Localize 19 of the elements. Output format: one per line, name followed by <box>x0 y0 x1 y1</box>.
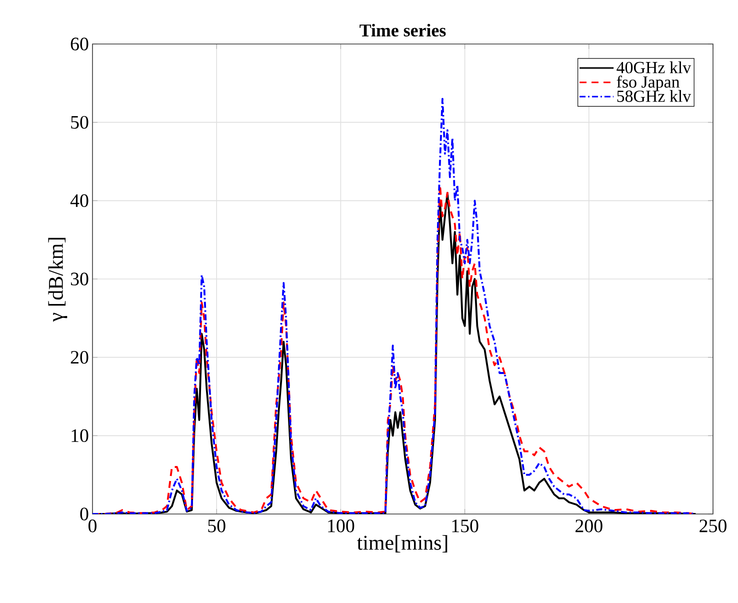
x-axis-title: time[mins] <box>357 535 448 552</box>
chart-title: Time series <box>360 24 446 36</box>
y-axis-title: γ [dB/km] <box>48 238 68 322</box>
y-tick-label: 20 <box>70 350 88 364</box>
legend-label: 58GHz klv <box>617 90 692 102</box>
legend-label: fso Japan <box>616 76 680 92</box>
x-tick-label: 200 <box>576 520 602 532</box>
x-tick-label: 150 <box>452 520 478 532</box>
y-tick-label: 50 <box>71 116 88 129</box>
y-tick-label: 40 <box>70 194 88 208</box>
y-tick-label: 10 <box>72 429 88 442</box>
x-tick-label: 50 <box>208 520 226 532</box>
x-tick-label: 0 <box>88 520 97 532</box>
x-tick-label: 250 <box>700 520 726 532</box>
y-tick-label: 0 <box>80 508 88 520</box>
y-tick-label: 30 <box>70 272 88 286</box>
y-tick-label: 60 <box>70 38 88 50</box>
x-tick-label: 100 <box>328 520 354 532</box>
legend-label: 40GHz klv <box>616 61 692 74</box>
